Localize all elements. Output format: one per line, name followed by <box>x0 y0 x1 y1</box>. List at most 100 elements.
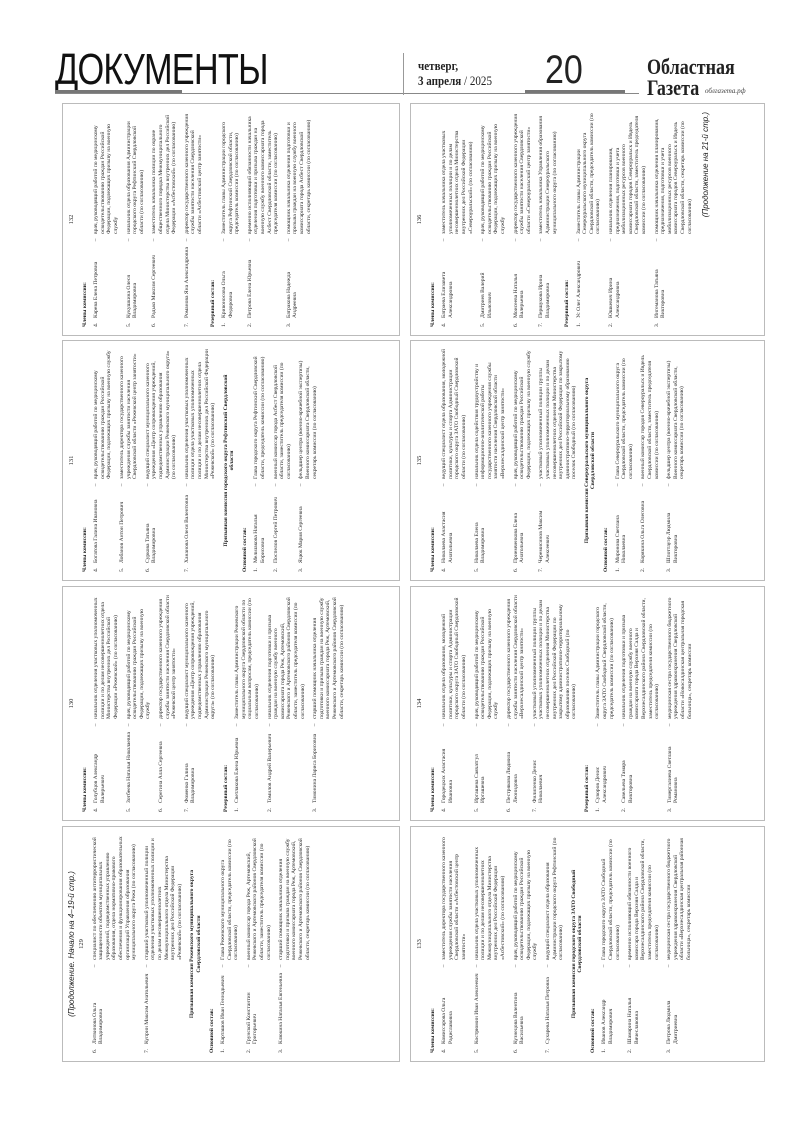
member-row: 7. Сухарева Наталья Петровна – ведущий спец… <box>545 835 565 1053</box>
member-row: 6. Радько Максим Сергеевич – заместитель на… <box>151 112 177 327</box>
member-name: Мельчакова Наталья Борисовна <box>253 514 267 563</box>
member-position: заместитель начальника отдела участковых… <box>441 130 474 234</box>
member-position: начальник отделения подготовки и призыва… <box>266 597 306 719</box>
member-number: 3. <box>666 807 673 812</box>
member-number: 7. <box>538 567 545 572</box>
member-name: Ингеманова Татьяна Викторовна <box>653 269 667 318</box>
member-number: 6. <box>91 1048 98 1053</box>
dash: – <box>473 964 480 968</box>
member-row: 5. Николаева Елена Владимировна – начальник… <box>474 349 507 572</box>
dash: – <box>480 238 487 242</box>
member-name: Яцюк Мария Сергеевна <box>298 506 305 563</box>
member-name: Пестрякова Людмила Леонидовна <box>505 751 519 803</box>
brand-logo-line2: Газета <box>647 75 700 100</box>
member-row: 1. Ус Олег Александрович – Заместитель глав… <box>576 112 602 327</box>
member-name: Серегина Алла Сергеевна <box>157 741 164 803</box>
member-number: 5. <box>125 322 132 327</box>
member-row: 4. Николаева Анастасия Анатольевна – ведущи… <box>441 349 467 572</box>
member-name: Карева Елена Петровна <box>93 261 100 318</box>
dash: – <box>91 964 98 968</box>
member-position: временно исполняющий обязанности военног… <box>627 839 660 960</box>
member-number: 1. <box>575 322 582 327</box>
section-heading: Резервный состав: <box>564 279 571 327</box>
dash: – <box>253 483 260 487</box>
member-number: 1. <box>220 1048 227 1053</box>
member-position: заместитель директора государственного к… <box>118 353 139 479</box>
member-number: 3. <box>285 322 292 327</box>
dash: – <box>220 964 227 968</box>
member-number: 3. <box>666 567 673 572</box>
member-position: помощник начальника отделения планирован… <box>653 118 693 234</box>
member-row: 7. Черемисинов Максим Алексеевич – участков… <box>538 349 578 572</box>
member-position: Глава городского округа Рефтинский Сверд… <box>253 356 267 479</box>
continuation-note: (Продолжение. Начало на 4–19-й стр.) <box>67 871 76 1017</box>
member-row: 2. Поспелов Сергей Петрович – военный комис… <box>273 349 293 572</box>
dash: – <box>640 483 647 487</box>
dash: – <box>666 483 673 487</box>
member-position: врач, руководящий работой по медицинском… <box>125 609 152 719</box>
member-number: 6. <box>144 567 151 572</box>
member-number: 7. <box>183 567 190 572</box>
member-row: 2. Шамарина Наталья Вячеславовна – временно… <box>627 835 660 1053</box>
member-name: Тимергалиева Светлана Романовна <box>666 746 680 803</box>
member-row: 2. Юшкевич Ирина Александровна – начальник … <box>608 112 648 327</box>
member-name: Сухарева Наталья Петровна <box>544 977 551 1044</box>
member-number: 5. <box>473 1048 480 1053</box>
member-row: 6. Моисеева Наталья Валерьевна – директор г… <box>513 112 533 327</box>
member-number: 6. <box>505 807 512 812</box>
member-name: Карташов Иван Геннадьевич <box>220 975 227 1044</box>
member-name: Першукова Ирина Владимировна <box>538 274 551 318</box>
rotated-content: 131 Члены комиссии: 4. Богатова Галина Иван… <box>63 341 399 580</box>
member-row: 1. Миронова Светлана Николаевна – Глава Сев… <box>615 349 635 572</box>
member-row: 4. Голубцов Александр Валерьевич – начальни… <box>93 595 119 812</box>
member-name: Романова Яна Александровна <box>183 247 190 318</box>
member-row: 1. Кривоносова Ольга Федоровна – Заместител… <box>221 112 241 327</box>
member-number: 2. <box>245 1048 252 1053</box>
member-position: фельдшер центра (военно-врачебной экспер… <box>666 360 686 479</box>
member-row: 7. Филипенко Денис Николаевич – участковый … <box>532 595 578 812</box>
member-position: старший помощник начальника отделения по… <box>278 838 311 960</box>
dash: – <box>601 964 608 968</box>
member-number: 5. <box>118 567 125 572</box>
dash: – <box>666 964 673 968</box>
member-name: Городецких Анастасия Ивановна <box>441 748 454 803</box>
brand-logo-line1: Областная <box>647 54 735 79</box>
dash: – <box>221 238 228 242</box>
member-row: 2. Томилов Андрей Валерьевич – начальник от… <box>267 595 307 812</box>
member-position: врач, руководящий работой по медицинском… <box>512 850 539 960</box>
member-name: Николаева Анастасия Анатольевна <box>441 511 454 563</box>
member-position: начальник отделения планирования, предна… <box>608 115 648 234</box>
member-number: 2. <box>272 567 279 572</box>
dash: – <box>93 238 100 242</box>
member-number: 3. <box>278 1048 285 1053</box>
dash: – <box>312 723 319 727</box>
member-number: 2. <box>608 322 615 327</box>
member-position: врач, руководящий работой по медицинском… <box>512 350 532 479</box>
member-name: Филипенко Денис Николаевич <box>531 759 545 803</box>
member-row: 2. Савельева Тамара Викторовна – начальник … <box>621 595 661 812</box>
member-position: специалист по обеспечению антитеррористи… <box>91 836 138 960</box>
member-position: Заместитель главы Администрации городско… <box>595 603 615 719</box>
member-position: военный комиссар города Асбест Свердловс… <box>272 362 292 479</box>
member-row: 3. Батракова Надежда Андреевна – помощник н… <box>286 112 312 327</box>
member-position: ведущий специалист муниципального казенн… <box>183 601 217 719</box>
member-name: Фоменко Галина Владимировна <box>183 763 197 803</box>
member-row: 5. Иргашева Саяхатгул Иргашевна – врач, рук… <box>474 595 500 812</box>
member-number: 4. <box>93 807 100 812</box>
member-row: 6. Кузнецова Валентина Васильевна – врач, р… <box>513 835 539 1053</box>
member-row: 5. Лобанов Антон Петрович – заместитель дир… <box>119 349 139 572</box>
member-name: Приемченкова Елена Анатольевна <box>512 513 526 563</box>
member-row: 6. Литвинова Ольга Владимировна – специалис… <box>92 835 138 1053</box>
member-number: 4. <box>441 322 448 327</box>
section-heading: Члены комиссии: <box>429 527 436 572</box>
member-name: Петрова Людмила Дмитриевна <box>666 1000 679 1044</box>
member-position: начальник отдела образования Администрац… <box>125 121 145 234</box>
dash: – <box>473 723 480 727</box>
member-row: 3. Шпоттауэр Людмила Викторовна – фельдшер … <box>666 349 686 572</box>
member-name: Шамарина Наталья Вячеславовна <box>627 997 640 1044</box>
member-number: 5. <box>473 807 480 812</box>
member-position: Глава городского округа ЗАТО Свободный С… <box>601 839 621 960</box>
dash: – <box>151 238 158 242</box>
document-panel: 136 Члены комиссии: 4. Батраева Елизавета А… <box>410 103 765 336</box>
dash: – <box>512 964 519 968</box>
